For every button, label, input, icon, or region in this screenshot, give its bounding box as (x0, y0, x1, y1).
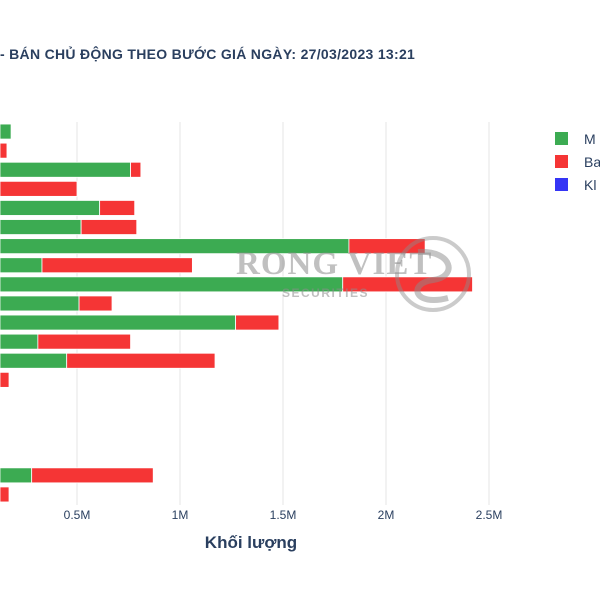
x-tick-label: 1M (172, 508, 189, 522)
bar-segment-s0-r9 (0, 295, 80, 312)
bar-segment-s1-r5 (80, 219, 138, 235)
x-tick-label: 0.5M (64, 508, 91, 522)
bar-segment-s1-r8 (342, 276, 473, 293)
bar-segment-s1-r7 (41, 257, 193, 274)
legend-item[interactable]: Kl (555, 173, 600, 196)
legend-swatch (555, 178, 568, 191)
bar-segment-s1-r11 (37, 333, 131, 350)
bar-segment-s1-r9 (78, 295, 113, 312)
bar-segment-s0-r12 (0, 352, 68, 369)
bar-segment-s1-r12 (66, 352, 216, 369)
legend-swatch (555, 155, 568, 168)
bar-segment-s1-r3 (0, 180, 78, 197)
bar-segment-s1-r4 (99, 200, 136, 216)
bar-segment-s0-r8 (0, 276, 344, 293)
bar-segment-s0-r0 (0, 123, 12, 140)
bar-segment-s1-r13 (0, 371, 10, 388)
bar-segment-s1-r2 (130, 161, 142, 178)
bar-segment-s1-r19 (0, 486, 10, 503)
bar-segment-s0-r18 (0, 467, 33, 484)
bar-segment-s0-r4 (0, 200, 101, 216)
legend-label: M (584, 130, 596, 147)
x-tick-label: 2.5M (476, 508, 503, 522)
chart-title: - BÁN CHỦ ĐỘNG THEO BƯỚC GIÁ NGÀY: 27/03… (0, 46, 416, 62)
legend-label: Ba (584, 153, 600, 170)
x-tick-label: 1.5M (270, 508, 297, 522)
bar-segment-s0-r5 (0, 219, 82, 235)
legend-item[interactable]: Ba (555, 150, 600, 173)
bar-segment-s0-r10 (0, 314, 237, 331)
x-tick-label: 2M (378, 508, 395, 522)
bar-segment-s1-r1 (0, 142, 8, 159)
bar-segment-s1-r17 (0, 448, 2, 465)
x-axis-label: Khối lượng (204, 533, 298, 552)
bar-segment-s0-r6 (0, 238, 350, 255)
bar-segment-s0-r2 (0, 161, 131, 178)
legend-label: Kl (584, 176, 597, 193)
bar-segment-s1-r18 (31, 467, 154, 484)
legend-swatch (555, 132, 568, 145)
legend-item[interactable]: M (555, 127, 600, 150)
legend[interactable]: M Ba Kl (555, 127, 600, 196)
bar-segment-s0-r11 (0, 333, 39, 350)
bar-segment-s0-r7 (0, 257, 43, 274)
bar-segment-s1-r10 (235, 314, 280, 331)
bar-segment-s1-r6 (348, 238, 426, 255)
